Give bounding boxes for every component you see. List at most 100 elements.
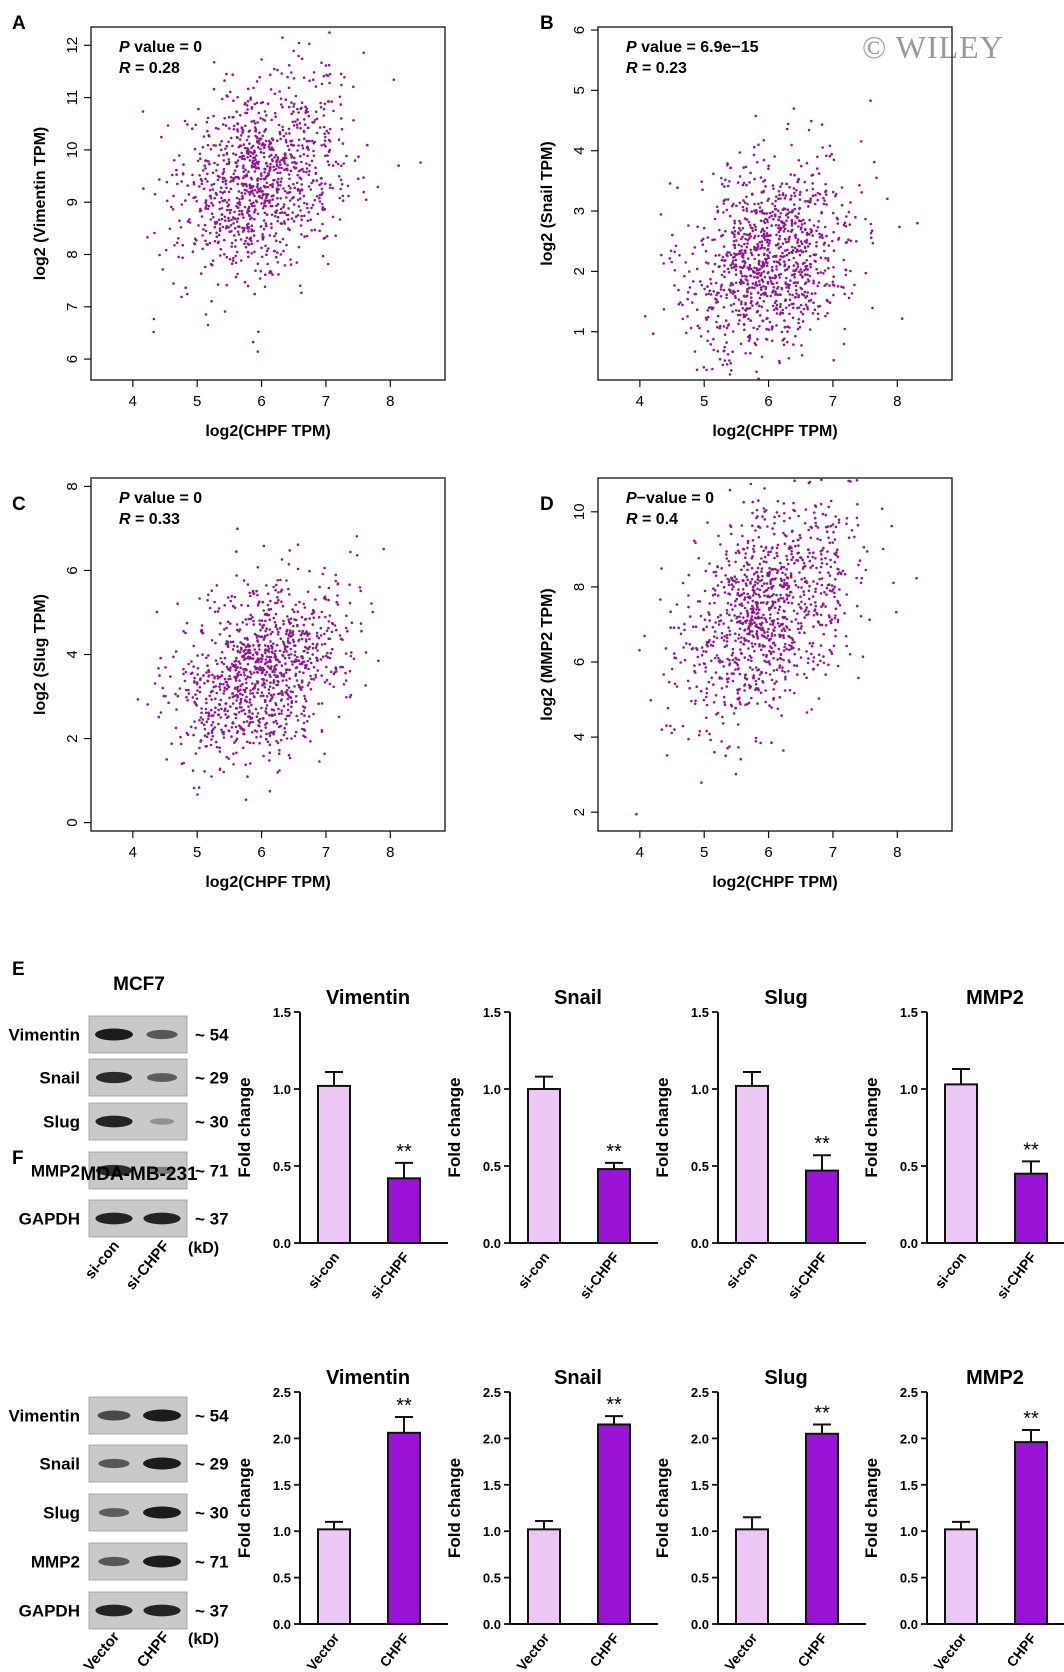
scatter-point [362,51,366,55]
scatter-point [712,635,716,638]
scatter-point [262,544,266,548]
scatter-point [745,218,749,221]
y-tick-label: 6 [64,355,81,363]
scatter-point [242,732,245,736]
scatter-point [797,270,801,274]
scatter-point [297,144,300,147]
scatter-point [800,344,803,347]
scatter-point [325,234,329,238]
scatter-point [316,642,319,646]
y-tick-label: 4 [571,147,588,155]
scatter-point [745,584,748,587]
scatter-point [340,117,343,120]
scatter-point [721,660,724,663]
scatter-point [739,757,742,761]
x-tick-label: 5 [193,393,201,410]
scatter-point [745,207,748,210]
scatter-point [286,213,290,217]
scatter-point [761,515,764,518]
scatter-point [327,598,330,602]
scatter-point [773,213,777,217]
scatter-point [239,238,243,241]
scatter-point [283,211,287,214]
scatter-point [778,215,782,219]
scatter-point [252,741,255,745]
scatter-point [881,547,885,551]
scatter-point [827,536,830,539]
scatter-point [272,194,275,197]
scatter-point [823,269,827,272]
scatter-point [292,110,295,113]
scatter-point [253,665,257,669]
scatter-point [790,546,793,549]
scatter-point [854,215,857,219]
scatter-point [169,675,172,678]
scatter-point [298,670,302,674]
scatter-point [254,707,258,711]
scatter-point [204,313,208,316]
scatter-point [844,273,848,277]
scatter-point [753,257,756,261]
scatter-point [282,642,286,645]
scatter-point [820,577,824,580]
scatter-point [769,613,772,616]
scatter-point [289,258,292,261]
scatter-point [256,141,259,144]
scatter-point [797,318,800,321]
scatter-point [744,552,748,555]
scatter-point [344,671,347,675]
scatter-point [355,535,359,538]
scatter-point [753,177,756,181]
scatter-point [342,683,346,686]
scatter-point [804,608,808,612]
scatter-point [750,210,753,213]
scatter-point [761,644,765,647]
scatter-point [219,716,223,719]
scatter-point [752,326,755,330]
scatter-point [759,691,763,694]
scatter-point [253,292,256,296]
scatter-point [723,185,726,188]
y-tick-label: 0.5 [273,1571,291,1586]
scatter-point [310,139,314,143]
scatter-point [315,117,319,121]
scatter-point [777,514,781,518]
scatter-point [783,670,787,674]
scatter-point [843,612,846,615]
scatter-point [742,166,745,169]
scatter-point [687,605,690,609]
scatter-point [732,585,735,588]
scatter-point [773,682,776,685]
blot-protein-label: Slug [43,1113,80,1132]
scatter-point [233,595,237,599]
scatter-point [763,212,766,215]
scatter-point [672,626,676,629]
scatter-point [309,218,313,221]
scatter-point [238,213,241,216]
scatter-point [225,208,229,212]
scatter-point [799,656,803,659]
scatter-point [784,281,787,284]
scatter-point [252,623,256,626]
scatter-point [792,508,795,512]
scatter-point [794,250,798,254]
scatter-point [714,671,718,674]
scatter-point [747,233,750,237]
bar-chpf [1014,1441,1048,1626]
scatter-point [205,720,209,723]
scatter-point [245,236,249,240]
scatter-point [692,280,695,283]
scatter-point [767,627,770,631]
scatter-point [282,622,285,626]
scatter-point [677,626,680,630]
bar-si-con [317,1084,351,1245]
scatter-point [249,190,252,194]
scatter-point [261,189,264,193]
scatter-point [284,717,288,721]
scatter-point [711,238,714,242]
scatter-point [186,220,190,223]
scatter-point [737,588,740,591]
scatter-point [284,138,288,142]
scatter-point [814,193,817,197]
